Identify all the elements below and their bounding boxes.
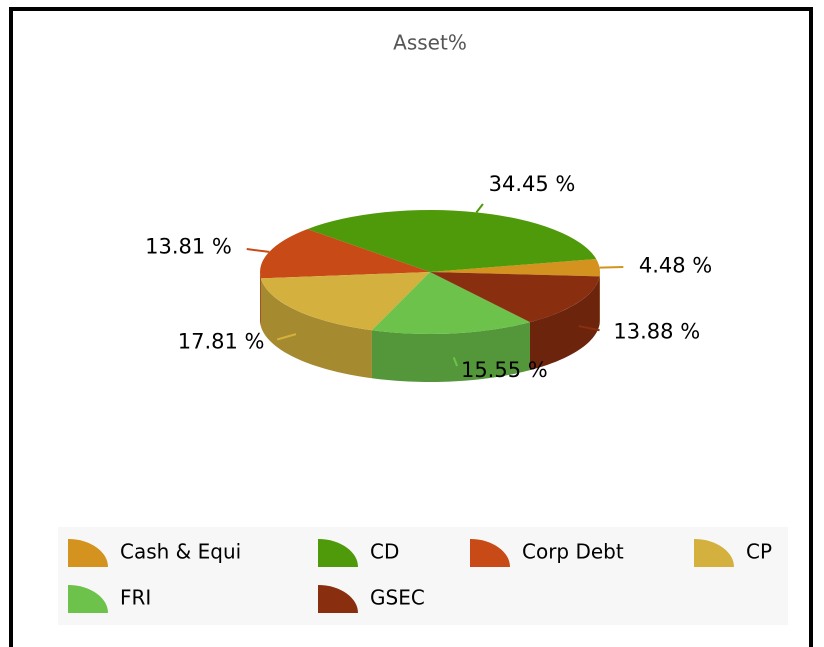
legend-swatch xyxy=(318,539,358,567)
leader-line xyxy=(475,203,484,213)
legend-label: CP xyxy=(746,540,772,564)
chart-title: Asset% xyxy=(393,31,467,55)
leader-line xyxy=(578,325,600,332)
legend-label: Corp Debt xyxy=(522,540,624,564)
legend-swatch xyxy=(68,585,108,613)
legend-box xyxy=(58,527,788,625)
leader-line xyxy=(276,333,297,341)
slice-side xyxy=(260,278,372,379)
slice xyxy=(430,258,600,277)
legend-label: FRI xyxy=(120,586,151,610)
data-label: 34.45 % xyxy=(489,172,576,196)
slice xyxy=(430,272,600,323)
data-label: 13.88 % xyxy=(613,320,700,344)
legend-swatch xyxy=(68,539,108,567)
slice-side xyxy=(371,322,530,382)
slice xyxy=(260,229,430,279)
leader-line xyxy=(452,357,458,367)
data-label: 17.81 % xyxy=(178,330,265,354)
leader-line xyxy=(246,248,270,253)
legend-label: Cash & Equi xyxy=(120,540,241,564)
slice xyxy=(260,272,430,331)
legend-swatch xyxy=(318,585,358,613)
legend-label: GSEC xyxy=(370,586,425,610)
slice-side xyxy=(529,276,600,371)
legend-swatch xyxy=(470,539,510,567)
leader-line xyxy=(599,265,624,269)
data-label: 15.55 % xyxy=(461,358,548,382)
slice xyxy=(307,210,597,272)
legend-swatch xyxy=(694,539,734,567)
slice xyxy=(371,272,530,334)
legend-label: CD xyxy=(370,540,399,564)
data-label: 4.48 % xyxy=(639,254,712,278)
slice-side xyxy=(260,272,261,327)
data-label: 13.81 % xyxy=(145,234,232,258)
